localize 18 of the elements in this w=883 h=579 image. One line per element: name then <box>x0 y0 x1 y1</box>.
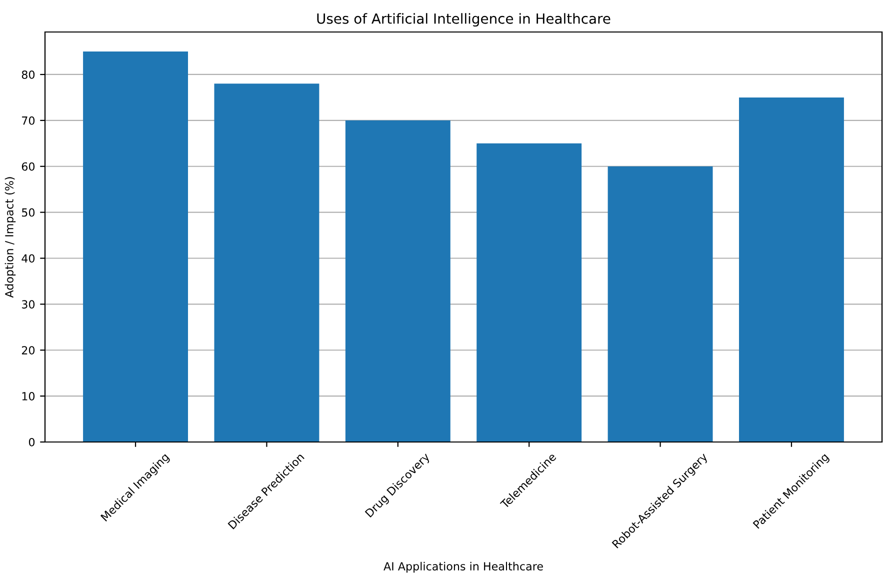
y-axis-title: Adoption / Impact (%) <box>4 177 16 298</box>
bar <box>476 143 582 442</box>
bar <box>214 84 320 442</box>
chart-title: Uses of Artificial Intelligence in Healthcare <box>317 13 610 27</box>
y-tick-label: 40 <box>22 254 35 263</box>
y-tick-label: 10 <box>22 392 35 400</box>
y-tick-label: 80 <box>22 70 35 79</box>
bar <box>608 166 713 442</box>
y-tick-label: 70 <box>22 116 35 125</box>
y-tick-label: 0 <box>28 438 35 446</box>
bar <box>83 52 188 442</box>
y-tick-label: 30 <box>22 300 35 309</box>
y-tick-label: 50 <box>22 208 35 217</box>
y-tick-label: 20 <box>22 346 35 355</box>
bar <box>345 120 450 442</box>
bar <box>739 97 844 442</box>
y-tick-label: 60 <box>22 162 35 171</box>
x-axis-title: AI Applications in Healthcare <box>384 562 543 573</box>
